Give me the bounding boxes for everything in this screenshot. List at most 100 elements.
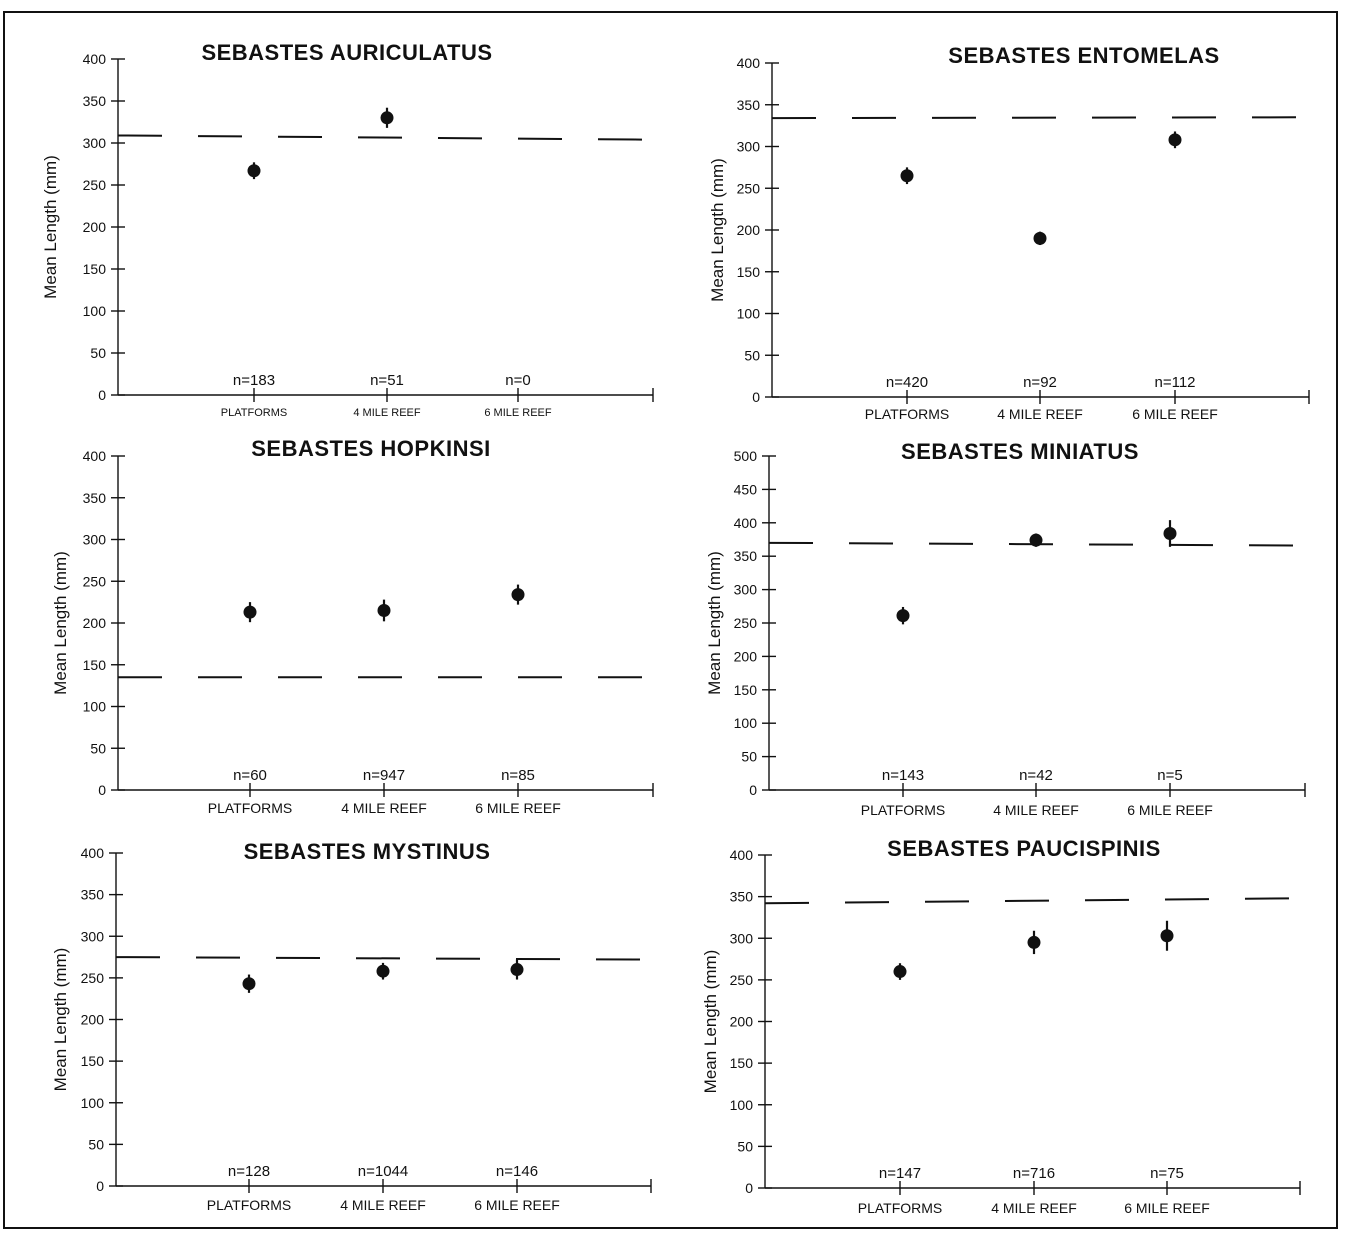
x-tick-label: 6 MILE REEF [484,407,552,419]
chart-panel-1: SEBASTES AURICULATUS 0 50 100 150 200 250 300 35… [41,40,654,419]
sample-size-label: n=60 [233,767,267,784]
chart-title: SEBASTES MINIATUS [901,439,1139,464]
x-tick-label: 4 MILE REEF [993,802,1079,818]
chart-panel-5: SEBASTES MYSTINUS 0 50 100 150 200 250 300 350 40… [51,839,652,1213]
y-tick-label: 200 [730,1014,754,1030]
chart-title: SEBASTES AURICULATUS [201,40,492,65]
y-tick-label: 350 [83,490,107,506]
data-point [511,588,525,602]
x-tick-label: 6 MILE REEF [475,800,561,816]
y-tick-label: 100 [730,1097,754,1113]
y-tick-label: 400 [81,845,105,861]
sample-size-label: n=947 [363,767,405,784]
y-tick-label: 0 [96,1178,104,1194]
y-tick-label: 400 [737,55,761,71]
y-tick-label: 300 [737,139,761,155]
x-tick-label: PLATFORMS [221,407,287,419]
y-tick-label: 100 [737,306,761,322]
sample-size-label: n=143 [882,767,924,784]
reference-line [117,134,650,141]
y-tick-label: 0 [98,782,106,798]
y-tick-label: 150 [737,264,761,280]
y-tick-label: 400 [730,847,754,863]
sample-size-label: n=75 [1150,1165,1184,1182]
y-tick-label: 100 [81,1095,105,1111]
chart-title: SEBASTES ENTOMELAS [948,43,1219,68]
y-tick-label: 350 [734,548,758,564]
y-tick-label: 50 [744,347,760,363]
figure-frame [3,11,1338,1229]
y-tick-label: 450 [734,481,758,497]
data-point [247,164,261,178]
sample-size-label: n=183 [233,372,275,389]
x-tick-label: 4 MILE REEF [991,1200,1077,1216]
y-axis-label: Mean Length (mm) [51,551,70,695]
y-tick-label: 0 [745,1180,753,1196]
x-tick-label: 4 MILE REEF [341,800,427,816]
sample-size-label: n=42 [1019,767,1053,784]
y-tick-label: 250 [730,972,754,988]
y-tick-label: 350 [730,889,754,905]
y-tick-label: 200 [83,219,107,235]
data-point [893,965,907,979]
y-tick-label: 200 [81,1012,105,1028]
reference-line [771,116,1306,120]
y-tick-label: 0 [749,782,757,798]
y-tick-label: 150 [734,682,758,698]
y-tick-label: 300 [730,930,754,946]
y-tick-label: 300 [83,532,107,548]
y-tick-label: 0 [752,389,760,405]
y-tick-label: 250 [83,177,107,193]
y-axis-label: Mean Length (mm) [41,155,60,299]
data-point [510,963,524,977]
data-point [900,169,914,183]
chart-panel-4: SEBASTES MINIATUS 0 50 100 150 200 250 300 350 40… [705,439,1306,818]
sample-size-label: n=0 [505,372,530,389]
data-point [377,603,391,617]
y-tick-label: 300 [81,928,105,944]
chart-panel-3: SEBASTES HOPKINSI 0 50 100 150 200 250 300 350 40… [51,436,654,816]
y-tick-label: 150 [83,657,107,673]
sample-size-label: n=51 [370,372,404,389]
y-tick-label: 0 [98,387,106,403]
x-tick-label: 6 MILE REEF [474,1197,560,1213]
y-tick-label: 50 [88,1136,104,1152]
sample-size-label: n=92 [1023,374,1057,391]
y-axis-label: Mean Length (mm) [51,948,70,1092]
y-tick-label: 50 [90,740,106,756]
data-point [1163,526,1177,540]
sample-size-label: n=146 [496,1163,538,1180]
y-tick-label: 250 [83,573,107,589]
y-tick-label: 500 [734,448,758,464]
y-axis-label: Mean Length (mm) [708,158,727,302]
y-axis-label: Mean Length (mm) [705,551,724,695]
data-point [1033,231,1047,245]
sample-size-label: n=716 [1013,1165,1055,1182]
y-tick-label: 100 [83,303,107,319]
chart-title: SEBASTES HOPKINSI [251,436,491,461]
y-tick-label: 250 [81,970,105,986]
y-tick-label: 100 [734,715,758,731]
chart-title: SEBASTES PAUCISPINIS [887,836,1161,861]
y-tick-label: 200 [734,648,758,664]
data-point [243,605,257,619]
y-tick-label: 400 [734,515,758,531]
sample-size-label: n=147 [879,1165,921,1182]
data-point [1027,935,1041,949]
x-tick-label: PLATFORMS [858,1200,943,1216]
y-tick-label: 50 [737,1138,753,1154]
y-tick-label: 350 [83,93,107,109]
y-tick-label: 300 [734,582,758,598]
sample-size-label: n=420 [886,374,928,391]
y-axis-label: Mean Length (mm) [701,950,720,1094]
chart-panel-2: SEBASTES ENTOMELAS 0 50 100 150 200 250 300 350 4… [708,43,1310,422]
y-tick-label: 50 [90,345,106,361]
x-tick-label: PLATFORMS [207,1197,292,1213]
sample-size-label: n=112 [1154,374,1195,391]
reference-line [764,897,1297,905]
data-point [1160,929,1174,943]
y-tick-label: 400 [83,448,107,464]
data-point [896,609,910,623]
y-tick-label: 200 [737,222,761,238]
